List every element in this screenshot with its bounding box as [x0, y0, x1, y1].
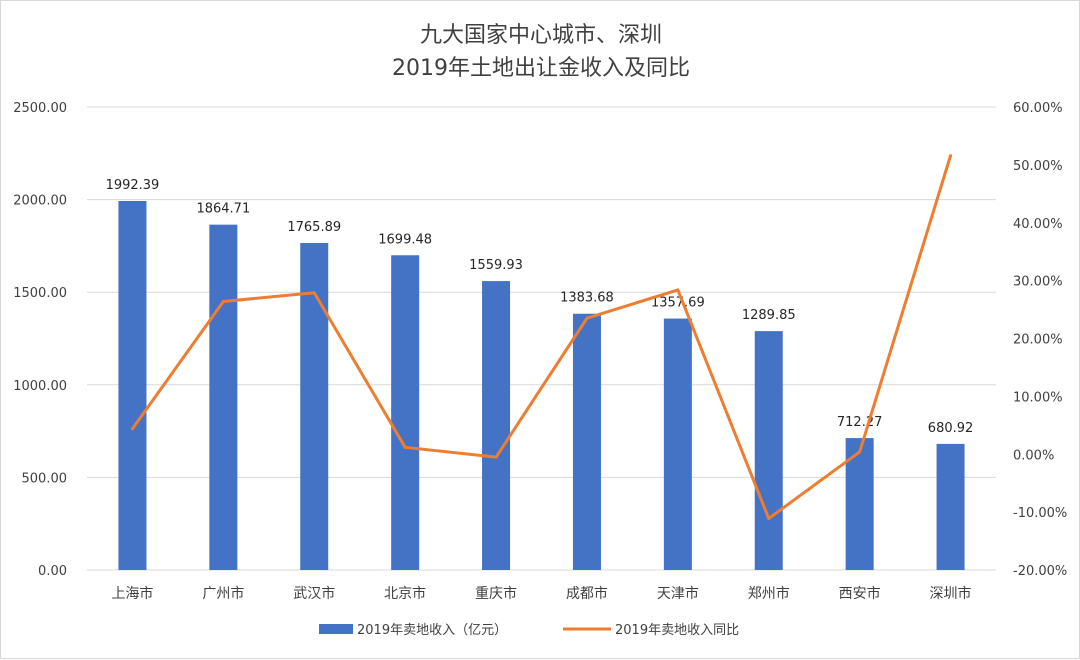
- right-tick-label: 50.00%: [1013, 159, 1063, 174]
- line-series: [130, 154, 953, 520]
- bar-series: [118, 201, 965, 571]
- left-tick-label: 0.00: [38, 564, 67, 579]
- bar-data-label: 1559.93: [469, 258, 523, 273]
- category-label: 郑州市: [748, 585, 790, 602]
- bar: [936, 443, 965, 570]
- left-tick-label: 1500.00: [13, 286, 67, 301]
- category-label: 天津市: [657, 585, 699, 602]
- left-tick-label: 2500.00: [13, 101, 67, 116]
- right-tick-label: -10.00%: [1013, 506, 1067, 521]
- bar-data-label: 712.27: [837, 415, 883, 430]
- bar-data-label: 680.92: [928, 421, 974, 436]
- left-tick-label: 2000.00: [13, 194, 67, 209]
- line-point: [494, 455, 498, 459]
- category-label: 成都市: [566, 585, 608, 602]
- chart-title-line-1: 九大国家中心城市、深圳: [420, 23, 662, 48]
- category-label: 北京市: [384, 585, 426, 602]
- category-label: 深圳市: [930, 585, 972, 602]
- bar: [118, 201, 147, 570]
- line-point: [585, 316, 589, 320]
- legend: 2019年卖地收入（亿元） 2019年卖地收入同比: [319, 623, 739, 638]
- right-tick-label: 0.00%: [1013, 448, 1054, 463]
- bar-data-label: 1765.89: [287, 220, 341, 235]
- bar-data-label: 1864.71: [196, 202, 250, 217]
- right-tick-label: 60.00%: [1013, 101, 1063, 116]
- yoy-line: [131, 155, 952, 520]
- right-tick-label: 40.00%: [1013, 217, 1063, 232]
- bar-data-label: 1383.68: [560, 291, 614, 306]
- bar: [663, 318, 692, 570]
- line-point: [130, 427, 134, 431]
- bar: [572, 313, 601, 570]
- category-label: 上海市: [111, 585, 153, 602]
- line-point: [312, 291, 316, 295]
- bar: [391, 255, 420, 571]
- bar-data-label: 1699.48: [378, 232, 432, 247]
- chart-title-line-2: 2019年土地出让金收入及同比: [392, 56, 690, 81]
- bar: [482, 281, 511, 570]
- right-tick-label: 30.00%: [1013, 275, 1063, 290]
- left-tick-label: 1000.00: [13, 379, 67, 394]
- line-point: [949, 154, 953, 158]
- left-tick-label: 500.00: [22, 471, 68, 486]
- right-tick-label: 20.00%: [1013, 333, 1063, 348]
- legend-label-bar: 2019年卖地收入（亿元）: [357, 623, 507, 638]
- gridlines: [87, 106, 996, 571]
- legend-swatch-bar: [319, 624, 353, 634]
- bar: [209, 224, 238, 570]
- line-point: [221, 299, 225, 303]
- category-label: 西安市: [839, 585, 881, 602]
- line-point: [767, 516, 771, 520]
- bar-data-label: 1289.85: [742, 308, 796, 323]
- left-y-axis: 0.00 500.00 1000.00 1500.00 2000.00 2500.00: [13, 101, 67, 579]
- category-label: 武汉市: [293, 585, 335, 602]
- legend-label-line: 2019年卖地收入同比: [615, 623, 739, 638]
- bar: [754, 331, 783, 570]
- right-y-axis: -20.00% -10.00% 0.00% 10.00% 20.00% 30.00% 40.…: [1013, 101, 1067, 579]
- bar-data-label: 1357.69: [651, 296, 705, 311]
- bar-data-labels: 1992.39 1864.71 1765.89 1699.48 1559.93 1383.…: [106, 178, 974, 436]
- line-point: [403, 445, 407, 449]
- line-point: [676, 288, 680, 292]
- right-tick-label: -20.00%: [1013, 564, 1067, 579]
- x-axis-categories: 上海市 广州市 武汉市 北京市 重庆市 成都市 天津市 郑州市 西安市 深圳市: [111, 585, 971, 602]
- category-label: 重庆市: [475, 585, 517, 602]
- right-tick-label: 10.00%: [1013, 390, 1063, 405]
- bar-data-label: 1992.39: [106, 178, 160, 193]
- bar: [300, 242, 329, 571]
- category-label: 广州市: [202, 585, 244, 602]
- line-point: [858, 450, 862, 454]
